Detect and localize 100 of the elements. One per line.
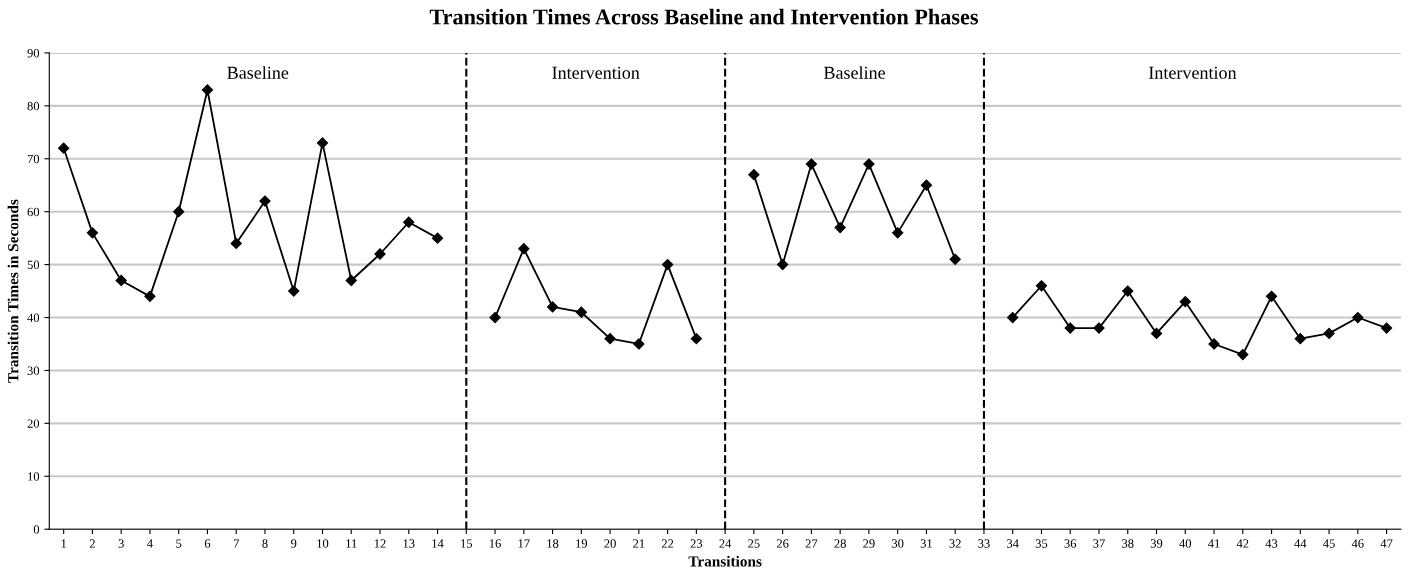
x-tick-label: 18	[547, 539, 559, 548]
x-tick-label: 21	[633, 539, 645, 548]
point	[1380, 322, 1393, 334]
x-tick-label: 34	[1007, 539, 1019, 548]
point	[1323, 327, 1335, 340]
point	[546, 301, 559, 313]
x-tick-label: 32	[949, 539, 961, 548]
x-tick-label: 25	[748, 539, 760, 548]
x-tick-label: 44	[1294, 539, 1307, 548]
point	[403, 216, 415, 228]
point	[1237, 348, 1249, 361]
point	[173, 206, 185, 218]
x-tick-label: 17	[518, 539, 530, 548]
x-tick-label: 12	[374, 539, 386, 548]
x-tick-label: 23	[690, 539, 703, 548]
y-tick-label: 70	[27, 154, 40, 164]
annotation: Baseline	[823, 66, 885, 79]
point	[1035, 280, 1048, 292]
x-tick-label: 7	[233, 539, 239, 548]
x-tick-label: 26	[776, 539, 789, 548]
point	[518, 243, 530, 255]
x-tick-label: 31	[920, 539, 932, 548]
point	[805, 158, 818, 170]
annotation: Baseline	[227, 66, 289, 79]
chart-title: Transition Times Across Baseline and Intervention Phases	[429, 8, 978, 25]
point	[1064, 322, 1076, 334]
point	[144, 290, 156, 302]
x-tick-label: 35	[1035, 539, 1048, 548]
x-tick-label: 30	[892, 539, 904, 548]
point	[1294, 333, 1306, 345]
x-tick-label: 38	[1122, 539, 1134, 548]
x-tick-label: 41	[1208, 539, 1220, 548]
x-tick-label: 10	[317, 539, 329, 548]
x-tick-label: 4	[147, 539, 153, 548]
point	[949, 253, 961, 265]
x-tick-label: 24	[719, 539, 732, 548]
x-tick-label: 16	[489, 539, 501, 548]
point	[1352, 311, 1364, 324]
y-tick-label: 30	[27, 366, 40, 375]
point	[748, 169, 760, 181]
point	[1265, 290, 1278, 302]
point	[86, 227, 99, 239]
point	[230, 237, 242, 250]
x-tick-label: 19	[576, 539, 588, 548]
y-tick-label: 20	[27, 419, 40, 428]
x-tick-label: 2	[89, 539, 95, 548]
point	[1122, 285, 1134, 297]
x-tick-label: 43	[1265, 539, 1278, 548]
x-tick-label: 36	[1064, 539, 1077, 548]
x-tick-label: 45	[1323, 539, 1335, 548]
x-tick-label: 27	[805, 539, 818, 548]
point	[690, 333, 702, 345]
point	[633, 338, 645, 350]
point	[892, 227, 904, 239]
point	[58, 142, 70, 154]
point	[489, 311, 501, 324]
y-tick-label: 40	[27, 313, 40, 322]
point	[575, 306, 587, 318]
x-tick-label: 14	[432, 539, 444, 548]
point	[316, 137, 329, 149]
x-tick-label: 9	[291, 539, 297, 548]
point	[661, 258, 674, 271]
x-tick-label: 46	[1351, 539, 1364, 548]
x-tick-label: 33	[978, 539, 990, 548]
y-tick-label: 80	[27, 101, 40, 111]
point	[863, 158, 875, 170]
x-tick-label: 11	[346, 539, 357, 548]
point	[920, 179, 933, 191]
annotation: Intervention	[552, 66, 640, 79]
x-tick-label: 20	[604, 539, 616, 548]
x-tick-label: 29	[863, 539, 875, 548]
point	[1150, 327, 1163, 340]
point	[604, 333, 616, 345]
x-tick-label: 39	[1150, 539, 1163, 548]
x-tick-label: 13	[403, 539, 415, 548]
point	[834, 221, 846, 234]
point	[431, 232, 444, 244]
y-tick-label: 10	[28, 472, 40, 481]
x-tick-label: 6	[204, 539, 211, 548]
x-tick-label: 3	[118, 539, 124, 548]
x-tick-label: 22	[661, 539, 674, 548]
x-tick-label: 5	[176, 539, 182, 548]
y-tick-label: 0	[33, 525, 40, 534]
point	[1179, 296, 1191, 308]
y-tick-label: 90	[27, 48, 40, 58]
x-tick-label: 42	[1236, 539, 1249, 548]
y-tick-label: 50	[27, 260, 40, 270]
y-tick-label: 60	[27, 207, 40, 217]
point	[345, 274, 357, 287]
x-tick-label: 15	[461, 539, 473, 548]
x-tick-label: 8	[262, 539, 268, 548]
point	[777, 258, 789, 271]
point	[201, 84, 214, 96]
point	[115, 274, 127, 287]
x-tick-label: 40	[1179, 539, 1192, 548]
x-tick-label: 37	[1093, 539, 1105, 548]
point	[259, 195, 271, 207]
x-tick-label: 47	[1380, 539, 1393, 548]
x-axis-title: Transitions	[688, 555, 762, 567]
point	[1007, 311, 1019, 324]
